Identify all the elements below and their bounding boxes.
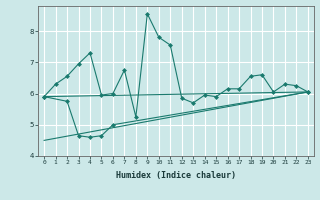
X-axis label: Humidex (Indice chaleur): Humidex (Indice chaleur) [116, 171, 236, 180]
